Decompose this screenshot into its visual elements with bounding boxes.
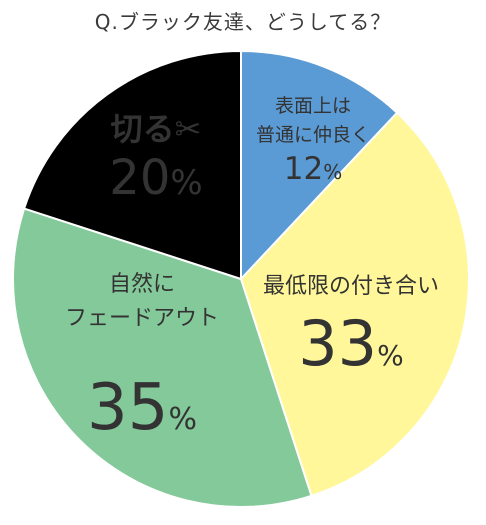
slice-name-0-0: 表面上は — [275, 95, 351, 117]
slice-value-number-1: 33 — [298, 307, 377, 380]
slice-value-unit-2: % — [168, 402, 197, 437]
slice-value-unit-3: % — [170, 163, 202, 203]
slice-value-0: 12% — [284, 151, 342, 187]
slice-value-3: 20% — [109, 150, 202, 206]
slice-name-2-1: フェードアウト — [65, 306, 219, 331]
pie-slice-2 — [12, 207, 313, 508]
pie-slice-0 — [240, 49, 399, 282]
slice-value-unit-0: % — [323, 160, 342, 184]
slice-name-1-0: 最低限の付き合い — [263, 274, 439, 299]
slice-value-number-3: 20 — [109, 150, 170, 206]
slice-value-unit-1: % — [377, 339, 404, 372]
slice-name-2-0: 自然に — [109, 272, 175, 297]
chart-title: Q.ブラック友達、どうしてる？ — [94, 10, 392, 34]
slice-value-number-0: 12 — [284, 151, 323, 187]
slice-value-number-2: 35 — [87, 371, 168, 445]
slice-name-0-1: 普通に仲良く — [256, 124, 370, 146]
slice-name-3-0: 切る✂ — [111, 110, 202, 148]
pie-slice-1 — [239, 111, 470, 498]
pie-slice-3 — [22, 49, 242, 281]
slice-value-1: 33% — [298, 307, 404, 380]
slice-label-3: 切る✂20% — [109, 110, 202, 206]
slice-label-1: 最低限の付き合い 33% — [263, 274, 439, 380]
slice-value-2: 35% — [87, 371, 197, 445]
